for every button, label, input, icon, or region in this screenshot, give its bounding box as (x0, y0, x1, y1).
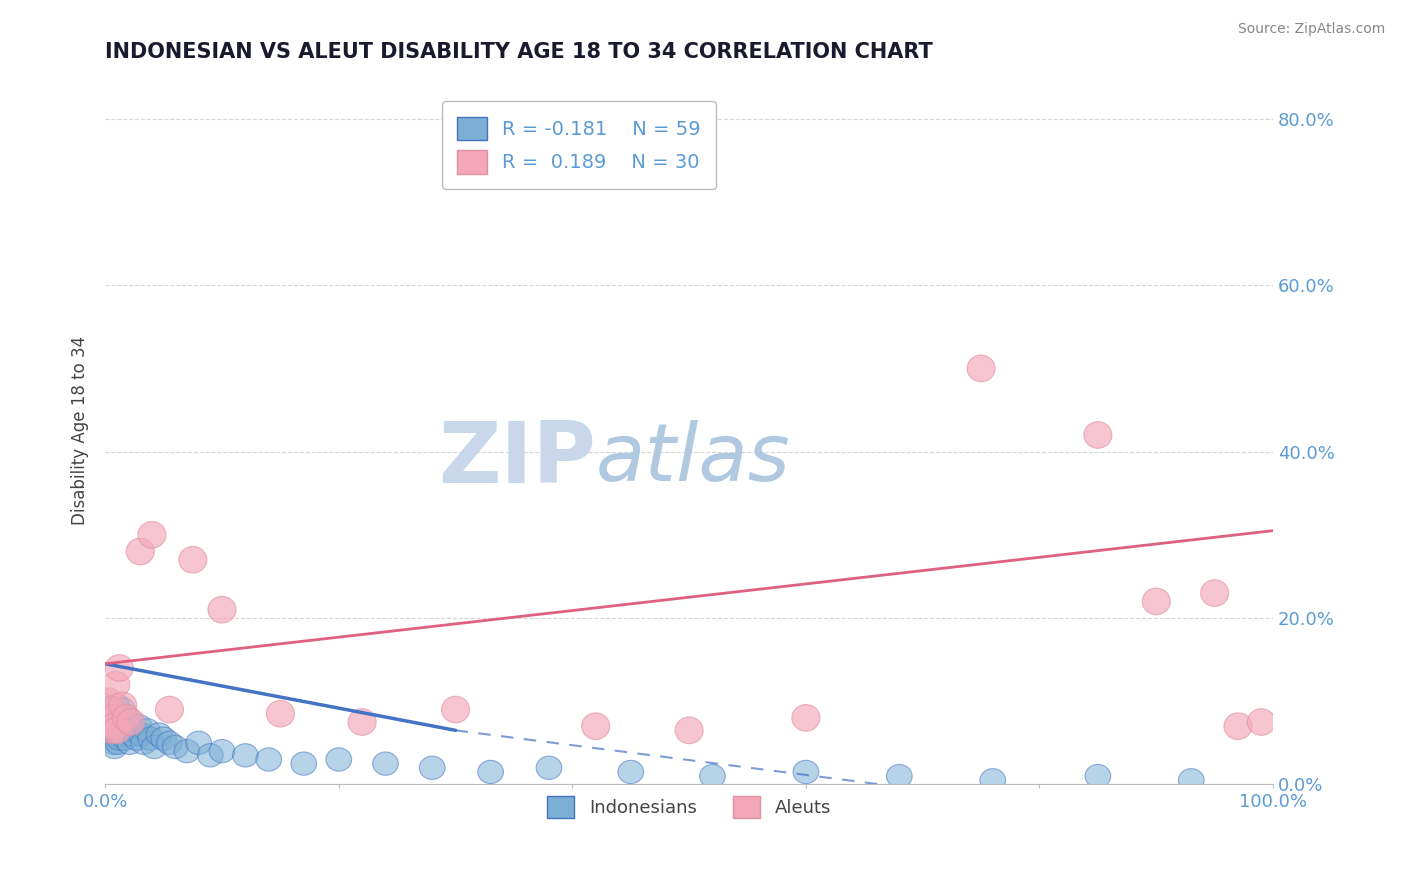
Text: ZIP: ZIP (437, 417, 596, 500)
Ellipse shape (1247, 709, 1275, 735)
Ellipse shape (103, 717, 131, 744)
Ellipse shape (208, 597, 236, 623)
Ellipse shape (98, 714, 124, 738)
Ellipse shape (792, 705, 820, 731)
Ellipse shape (266, 700, 294, 727)
Ellipse shape (131, 731, 156, 755)
Ellipse shape (107, 719, 134, 742)
Ellipse shape (793, 760, 818, 783)
Ellipse shape (103, 714, 128, 738)
Ellipse shape (94, 727, 121, 750)
Ellipse shape (100, 705, 128, 731)
Ellipse shape (101, 713, 128, 739)
Ellipse shape (117, 731, 142, 755)
Ellipse shape (96, 706, 121, 730)
Ellipse shape (135, 719, 160, 742)
Ellipse shape (232, 744, 259, 767)
Ellipse shape (536, 756, 562, 780)
Ellipse shape (124, 727, 149, 750)
Ellipse shape (110, 723, 135, 746)
Ellipse shape (197, 744, 224, 767)
Ellipse shape (98, 717, 127, 744)
Ellipse shape (1225, 713, 1251, 739)
Ellipse shape (121, 719, 148, 742)
Ellipse shape (94, 688, 122, 714)
Ellipse shape (256, 747, 281, 771)
Ellipse shape (617, 760, 644, 783)
Ellipse shape (105, 655, 134, 681)
Ellipse shape (138, 727, 163, 750)
Ellipse shape (700, 764, 725, 788)
Ellipse shape (115, 714, 142, 738)
Ellipse shape (117, 709, 145, 735)
Text: atlas: atlas (596, 420, 790, 498)
Ellipse shape (112, 727, 138, 750)
Ellipse shape (186, 731, 211, 755)
Ellipse shape (107, 727, 132, 750)
Ellipse shape (105, 731, 131, 755)
Ellipse shape (1142, 588, 1170, 615)
Ellipse shape (1201, 580, 1229, 607)
Ellipse shape (209, 739, 235, 763)
Ellipse shape (101, 672, 129, 698)
Ellipse shape (326, 747, 352, 771)
Ellipse shape (114, 706, 139, 730)
Ellipse shape (582, 713, 610, 739)
Ellipse shape (967, 355, 995, 382)
Ellipse shape (107, 710, 132, 734)
Ellipse shape (675, 717, 703, 744)
Ellipse shape (101, 731, 127, 755)
Ellipse shape (142, 735, 167, 758)
Ellipse shape (94, 700, 121, 727)
Ellipse shape (108, 706, 135, 730)
Ellipse shape (97, 697, 125, 723)
Ellipse shape (1085, 764, 1111, 788)
Ellipse shape (1084, 422, 1112, 449)
Ellipse shape (118, 710, 143, 734)
Ellipse shape (349, 709, 377, 735)
Ellipse shape (156, 731, 183, 755)
Ellipse shape (96, 709, 124, 735)
Ellipse shape (104, 723, 129, 746)
Ellipse shape (101, 702, 128, 725)
Ellipse shape (1178, 769, 1204, 792)
Ellipse shape (128, 723, 155, 746)
Ellipse shape (127, 538, 155, 565)
Ellipse shape (108, 692, 136, 719)
Ellipse shape (101, 710, 127, 734)
Ellipse shape (478, 760, 503, 783)
Text: Source: ZipAtlas.com: Source: ZipAtlas.com (1237, 22, 1385, 37)
Ellipse shape (163, 735, 188, 758)
Ellipse shape (419, 756, 446, 780)
Ellipse shape (373, 752, 398, 775)
Ellipse shape (156, 697, 183, 723)
Ellipse shape (100, 723, 125, 746)
Ellipse shape (179, 547, 207, 573)
Ellipse shape (138, 522, 166, 548)
Ellipse shape (127, 714, 152, 738)
Ellipse shape (104, 694, 129, 717)
Ellipse shape (97, 719, 122, 742)
Text: INDONESIAN VS ALEUT DISABILITY AGE 18 TO 34 CORRELATION CHART: INDONESIAN VS ALEUT DISABILITY AGE 18 TO… (105, 42, 934, 62)
Ellipse shape (114, 719, 141, 742)
Ellipse shape (112, 705, 141, 731)
Ellipse shape (150, 727, 176, 750)
Ellipse shape (174, 739, 200, 763)
Ellipse shape (146, 723, 172, 746)
Y-axis label: Disability Age 18 to 34: Disability Age 18 to 34 (72, 336, 89, 525)
Ellipse shape (441, 697, 470, 723)
Ellipse shape (101, 735, 128, 758)
Ellipse shape (111, 714, 136, 738)
Ellipse shape (98, 698, 124, 722)
Legend: Indonesians, Aleuts: Indonesians, Aleuts (540, 789, 838, 825)
Ellipse shape (886, 764, 912, 788)
Ellipse shape (110, 698, 135, 722)
Ellipse shape (120, 723, 145, 746)
Ellipse shape (980, 769, 1005, 792)
Ellipse shape (291, 752, 316, 775)
